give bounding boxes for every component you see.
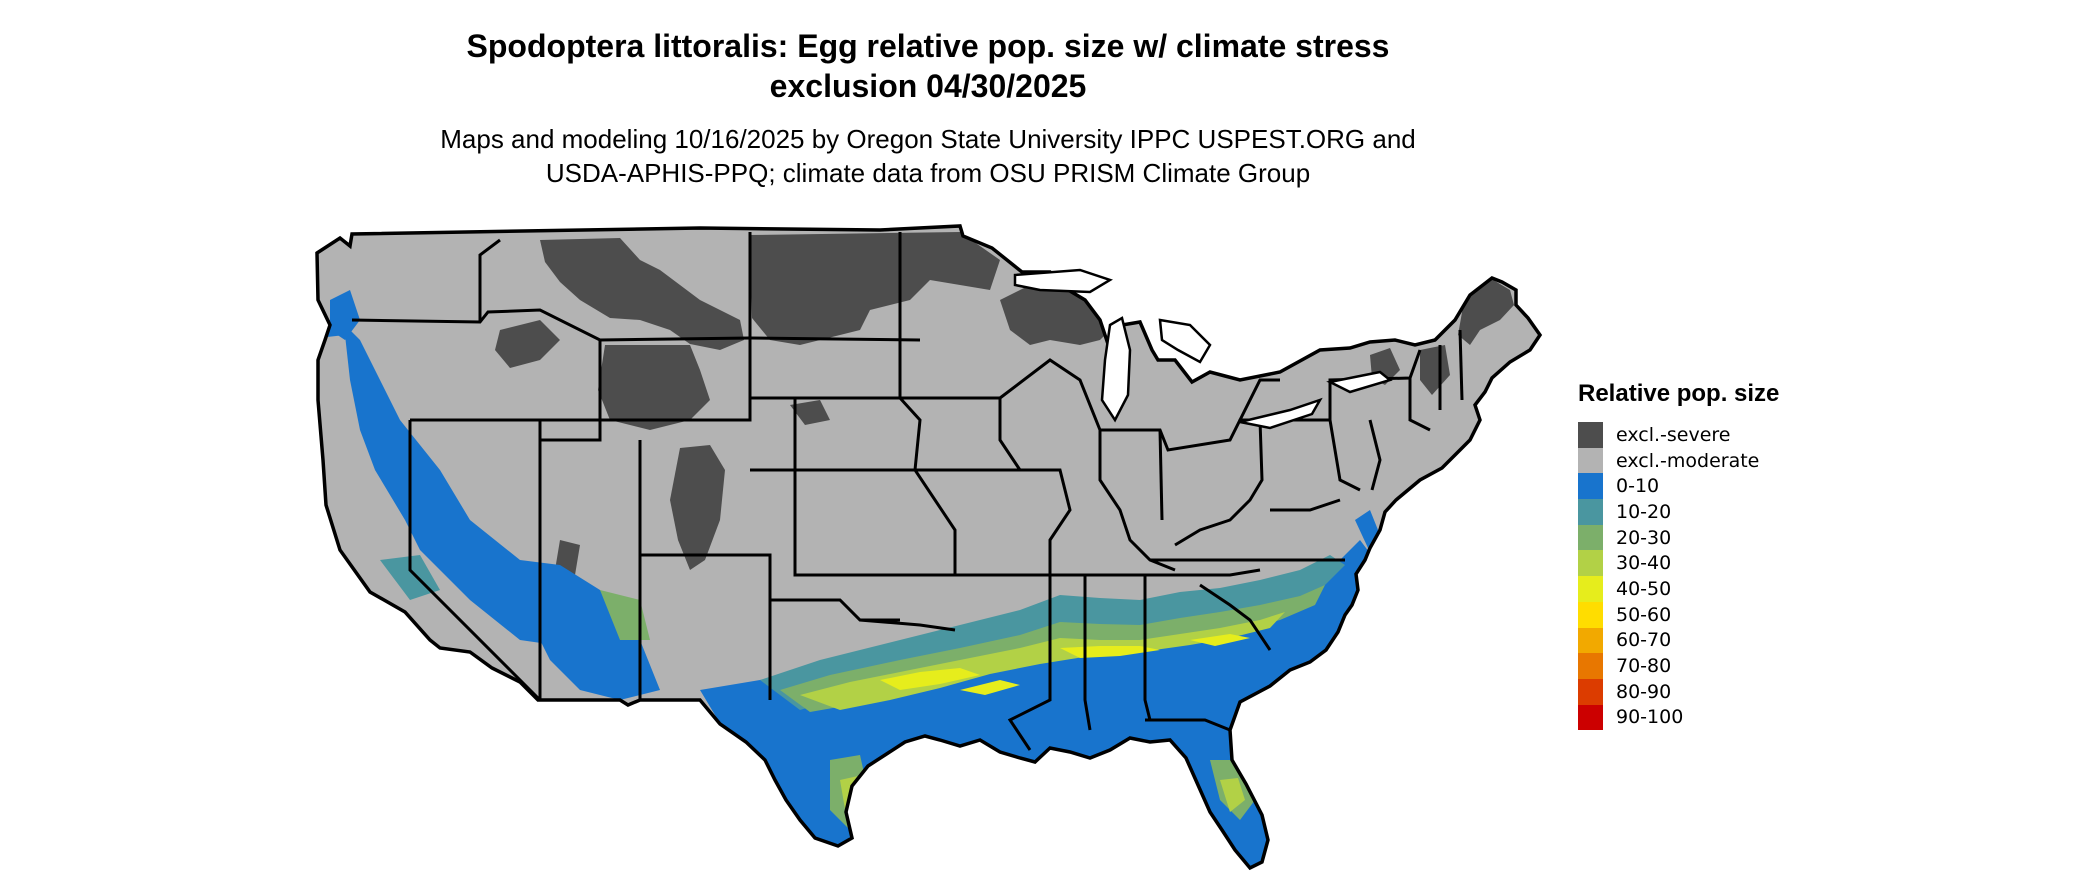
legend-swatch [1578, 422, 1603, 448]
legend-label: 40-50 [1616, 577, 1672, 600]
legend-item: 60-70 [1578, 627, 1779, 654]
legend-swatch [1578, 524, 1603, 551]
legend-label: 60-70 [1616, 629, 1672, 652]
legend-item: 90-100 [1578, 704, 1779, 731]
map-subtitle-line-1: Maps and modeling 10/16/2025 by Oregon S… [440, 124, 1416, 154]
map-subtitle-line-2: USDA-APHIS-PPQ; climate data from OSU PR… [545, 158, 1311, 188]
legend-item: 40-50 [1578, 576, 1779, 602]
legend-item: excl.-severe [1578, 422, 1779, 448]
great-lakes [1013, 268, 1393, 430]
legend-swatch [1578, 627, 1603, 654]
map-title-line-2: exclusion 04/30/2025 [769, 68, 1087, 104]
legend-swatch [1578, 678, 1603, 705]
legend-swatch [1578, 473, 1603, 500]
legend-item: 10-20 [1578, 499, 1779, 525]
legend-item: 70-80 [1578, 653, 1779, 679]
legend-swatch [1578, 704, 1603, 731]
legend-label: 70-80 [1616, 655, 1672, 678]
legend-label: 0-10 [1616, 475, 1660, 498]
legend-label: 10-20 [1616, 500, 1672, 523]
legend: Relative pop. size excl.-severe excl.-mod… [1578, 380, 1780, 731]
legend-label: excl.-severe [1616, 423, 1731, 446]
legend-item: 20-30 [1578, 524, 1779, 551]
legend-title: Relative pop. size [1578, 380, 1780, 407]
legend-label: 30-40 [1616, 552, 1672, 575]
legend-item: 30-40 [1578, 550, 1779, 577]
legend-swatch [1578, 576, 1603, 602]
legend-label: 20-30 [1616, 526, 1672, 549]
legend-swatch [1578, 550, 1603, 577]
suitability-layers [317, 232, 1514, 868]
legend-items: excl.-severe excl.-moderate 0-10 10-20 20-30… [1578, 422, 1779, 731]
legend-item: excl.-moderate [1578, 447, 1779, 474]
suitability-40-50 [880, 634, 1250, 695]
excl-severe-areas [495, 232, 1514, 575]
map-title-line-1: Spodoptera littoralis: Egg relative pop.… [466, 28, 1390, 64]
state-borders [351, 232, 1464, 751]
legend-swatch [1578, 447, 1603, 474]
legend-swatch [1578, 499, 1603, 525]
legend-swatch [1578, 601, 1603, 628]
legend-item: 0-10 [1578, 473, 1779, 500]
legend-label: 80-90 [1616, 680, 1672, 703]
legend-item: 50-60 [1578, 601, 1779, 628]
legend-label: excl.-moderate [1616, 449, 1760, 472]
legend-label: 50-60 [1616, 603, 1672, 626]
us-map [315, 224, 1542, 870]
legend-item: 80-90 [1578, 678, 1779, 705]
legend-label: 90-100 [1616, 706, 1684, 729]
legend-swatch [1578, 653, 1603, 679]
